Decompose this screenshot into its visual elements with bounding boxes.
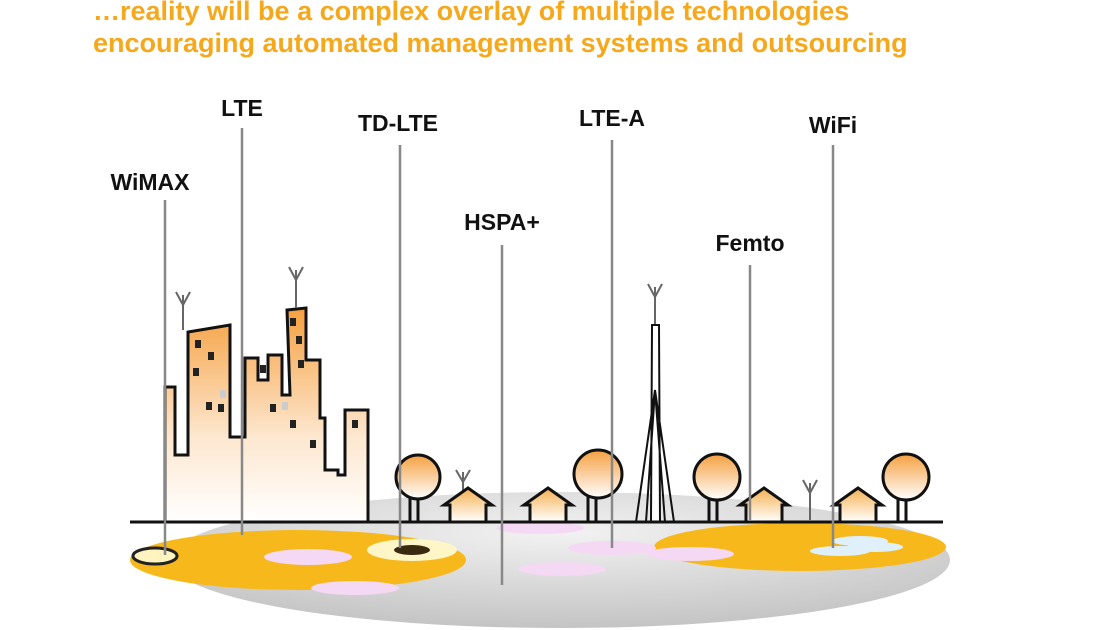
- title-line: …reality will be a complex overlay of mu…: [93, 0, 849, 26]
- tech-label: LTE-A: [579, 105, 645, 131]
- tech-label: WiFi: [809, 112, 857, 138]
- tech-label: TD-LTE: [358, 110, 438, 136]
- tech-label: Femto: [716, 230, 785, 256]
- label-poles: [163, 128, 835, 585]
- tech-label: HSPA+: [464, 209, 540, 235]
- title-line: encouraging automated management systems…: [93, 28, 908, 58]
- scene: [130, 266, 950, 628]
- tech-label: WiMAX: [110, 169, 190, 195]
- tech-label: LTE: [221, 95, 263, 121]
